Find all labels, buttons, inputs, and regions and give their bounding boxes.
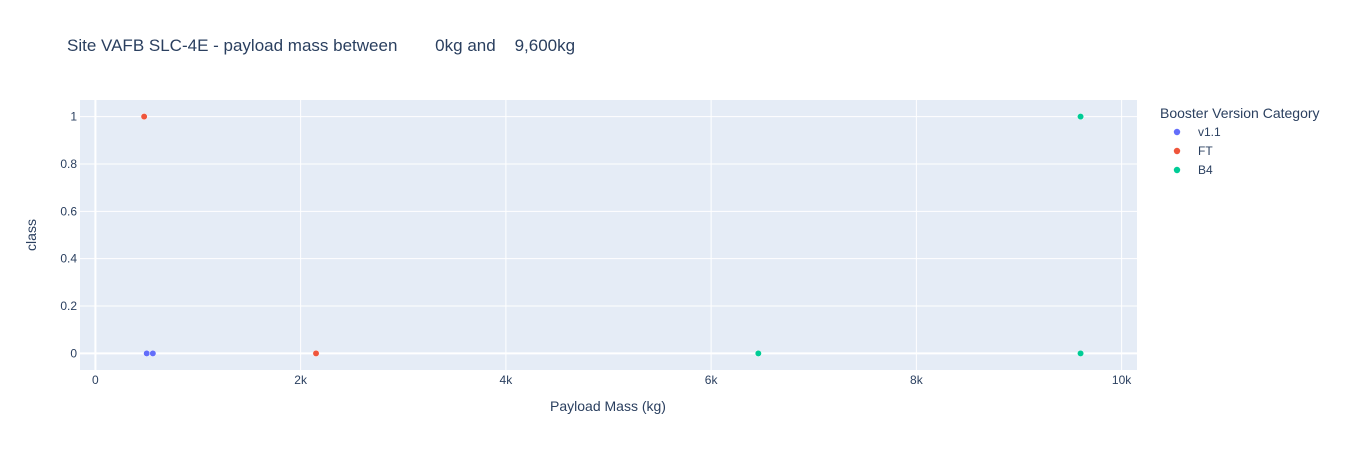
legend: Booster Version Category v1.1 FT B4	[1160, 105, 1320, 177]
legend-label: FT	[1198, 144, 1213, 158]
markers	[140, 113, 1085, 357]
y-tick-label: 0.2	[60, 299, 77, 313]
x-tick-label: 0	[92, 373, 99, 387]
x-tick-label: 8k	[910, 373, 924, 387]
x-tick-label: 6k	[705, 373, 719, 387]
legend-marker-B4	[1173, 166, 1181, 174]
y-tick-labels: 0 0.2 0.4 0.6 0.8 1	[60, 110, 77, 361]
chart-title: Site VAFB SLC-4E - payload mass between …	[67, 36, 575, 55]
legend-label: v1.1	[1198, 125, 1221, 139]
y-tick-label: 0	[70, 346, 77, 360]
marker-v1-1	[143, 349, 151, 357]
x-tick-label: 10k	[1112, 373, 1132, 387]
y-tick-label: 0.8	[60, 157, 77, 171]
marker-FT	[140, 113, 148, 121]
y-tick-label: 0.4	[60, 252, 77, 266]
x-tick-labels: 0 2k 4k 6k 8k 10k	[92, 373, 1132, 387]
x-tick-label: 4k	[500, 373, 514, 387]
x-tick-label: 2k	[294, 373, 308, 387]
x-axis-title: Payload Mass (kg)	[550, 398, 666, 414]
marker-B4	[1077, 113, 1085, 121]
marker-B4	[754, 349, 762, 357]
plot-area	[80, 100, 1137, 370]
y-tick-label: 1	[70, 110, 77, 124]
marker-v1-1	[149, 349, 157, 357]
marker-B4	[1077, 349, 1085, 357]
legend-title: Booster Version Category	[1160, 105, 1320, 121]
y-axis-title: class	[23, 219, 39, 251]
legend-marker-FT	[1173, 147, 1181, 155]
legend-label: B4	[1198, 163, 1213, 177]
y-tick-label: 0.6	[60, 204, 77, 218]
grid-lines	[80, 100, 1137, 370]
marker-FT	[312, 349, 320, 357]
legend-marker-v1-1	[1173, 128, 1181, 136]
